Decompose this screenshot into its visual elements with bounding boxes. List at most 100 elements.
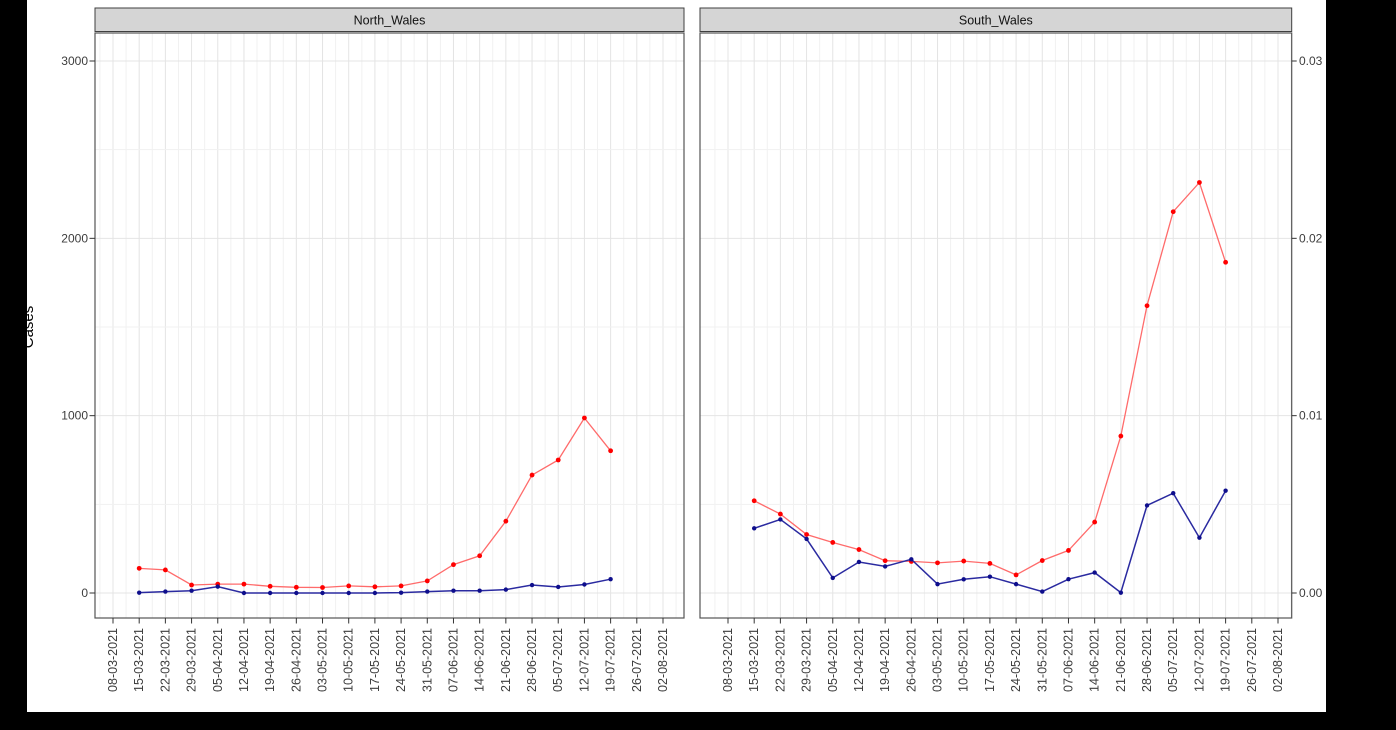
data-point-cases-blue	[215, 584, 220, 589]
x-tick-label: 12-04-2021	[237, 628, 251, 692]
data-point-cases-blue	[241, 590, 247, 596]
x-tick-label: 26-07-2021	[630, 628, 644, 692]
data-point-cases-blue	[556, 584, 561, 590]
data-point-cases-blue	[189, 588, 194, 593]
x-tick-label: 02-08-2021	[656, 628, 670, 692]
data-point-cases-red	[529, 472, 535, 478]
black-bar-right	[1326, 0, 1396, 730]
x-tick-label: 22-03-2021	[158, 628, 172, 692]
x-tick-label: 14-06-2021	[473, 628, 487, 692]
data-point-cases-blue	[1144, 503, 1150, 508]
data-point-cases-blue	[346, 590, 351, 596]
x-tick-label: 14-06-2021	[1088, 628, 1102, 692]
data-point-cases-blue	[320, 590, 325, 596]
data-point-cases-red	[856, 547, 862, 552]
x-tick-label: 28-06-2021	[1140, 628, 1154, 692]
data-point-cases-blue	[503, 587, 509, 592]
x-tick-label: 26-04-2021	[904, 628, 918, 692]
data-point-cases-red	[935, 560, 940, 566]
x-tick-label: 24-05-2021	[1009, 628, 1023, 692]
data-point-cases-red	[608, 448, 614, 454]
data-point-cases-blue	[1040, 589, 1045, 594]
data-point-cases-blue	[608, 576, 613, 582]
x-tick-label: 29-03-2021	[800, 628, 814, 692]
data-point-cases-blue	[136, 590, 142, 595]
data-point-cases-blue	[1118, 590, 1124, 595]
data-point-cases-blue	[529, 582, 535, 588]
x-tick-label: 03-05-2021	[931, 628, 945, 692]
x-tick-label: 12-07-2021	[577, 628, 591, 692]
gridlines	[700, 33, 1292, 618]
x-tick-label: 19-04-2021	[263, 628, 277, 692]
data-point-cases-blue	[804, 536, 809, 542]
x-tick-label: 21-06-2021	[1114, 628, 1128, 692]
data-point-cases-blue	[1223, 488, 1228, 493]
facet-strip	[699, 7, 1293, 32]
x-tick-label: 28-06-2021	[525, 628, 539, 692]
data-point-cases-red	[267, 583, 273, 589]
data-point-cases-red	[1118, 433, 1124, 439]
data-point-cases-red	[961, 558, 967, 564]
data-point-cases-red	[830, 540, 836, 545]
x-tick-label: 02-08-2021	[1271, 628, 1285, 692]
x-tick-label: 07-06-2021	[1061, 628, 1075, 692]
data-point-cases-red	[477, 553, 483, 559]
data-point-cases-blue	[582, 582, 587, 587]
x-tick-label: 24-05-2021	[394, 628, 408, 692]
x-tick-label: 22-03-2021	[773, 628, 787, 692]
x-tick-label: 10-05-2021	[342, 628, 356, 692]
data-point-cases-red	[162, 567, 168, 573]
x-tick-label: 29-03-2021	[185, 628, 199, 692]
x-tick-label: 12-07-2021	[1192, 628, 1206, 692]
x-tick-label: 31-05-2021	[1035, 628, 1049, 692]
y-right-tick-label: 0.00	[1299, 586, 1323, 600]
data-point-cases-blue	[751, 526, 757, 531]
data-point-cases-red	[882, 558, 888, 564]
data-point-cases-blue	[882, 564, 888, 569]
data-point-cases-red	[1170, 209, 1176, 215]
x-tick-label: 05-07-2021	[1166, 628, 1180, 692]
data-point-cases-blue	[425, 589, 430, 594]
x-tick-label: 07-06-2021	[446, 628, 460, 692]
facet-strip-title: South_Wales	[959, 14, 1033, 28]
data-point-cases-red	[136, 565, 142, 571]
x-tick-label: 05-04-2021	[826, 628, 840, 692]
facet-strip-title: North_Wales	[354, 14, 426, 28]
y-right-tick-label: 0.01	[1299, 409, 1323, 423]
data-point-cases-blue	[163, 589, 168, 594]
y-right-tick-label: 0.02	[1299, 231, 1323, 245]
y-left-tick-label: 2000	[61, 231, 88, 245]
panel-border	[699, 32, 1293, 619]
x-tick-label: 19-04-2021	[878, 628, 892, 692]
x-tick-label: 08-03-2021	[106, 628, 120, 692]
data-point-cases-red	[503, 518, 509, 524]
x-tick-label: 10-05-2021	[957, 628, 971, 692]
data-point-cases-blue	[294, 590, 299, 596]
data-point-cases-red	[987, 560, 993, 566]
x-tick-label: 03-05-2021	[316, 628, 330, 692]
data-point-cases-red	[1013, 572, 1019, 578]
data-point-cases-red	[555, 457, 561, 463]
data-point-cases-blue	[477, 588, 482, 593]
x-tick-label: 12-04-2021	[852, 628, 866, 692]
panel-border	[94, 32, 685, 619]
data-point-cases-red	[804, 532, 809, 537]
data-point-cases-red	[320, 585, 325, 590]
data-point-cases-blue	[1066, 576, 1071, 582]
facet-strip	[94, 7, 685, 32]
data-point-cases-blue	[398, 590, 404, 595]
panel-background	[700, 33, 1292, 618]
data-point-cases-red	[1144, 303, 1150, 309]
black-bar-bottom	[0, 712, 1396, 730]
panel-background	[95, 33, 684, 618]
data-point-cases-blue	[830, 575, 835, 581]
data-point-cases-red	[398, 583, 404, 589]
data-point-cases-red	[1092, 519, 1098, 525]
data-point-cases-blue	[451, 588, 456, 593]
data-point-cases-red	[241, 581, 247, 587]
data-point-cases-blue	[1171, 490, 1176, 496]
black-bar-left	[0, 0, 27, 712]
data-point-cases-blue	[1092, 570, 1097, 575]
y-right-tick-label: 0.03	[1299, 54, 1323, 68]
